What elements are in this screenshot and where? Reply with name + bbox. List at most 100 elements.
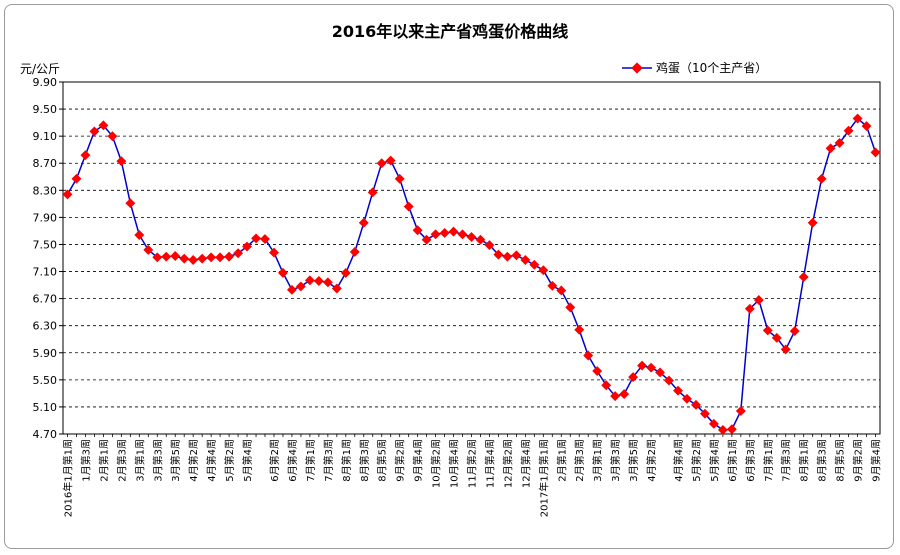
data-point	[807, 217, 818, 228]
legend: 鸡蛋（10个主产省）	[622, 60, 767, 75]
data-point	[762, 325, 773, 336]
legend-label: 鸡蛋（10个主产省）	[656, 60, 767, 75]
y-tick-label: 8.70	[33, 157, 58, 170]
data-point	[466, 232, 477, 242]
x-tick-label: 11月第4周	[483, 439, 496, 488]
x-tick-label: 4月第2周	[187, 439, 200, 482]
y-tick-labels: 9.90 9.50 9.10 8.70 8.30 7.90 7.50 7.10 6.70 6.30…	[33, 76, 58, 441]
x-tick-label: 4月第4周	[672, 439, 685, 482]
data-point	[286, 284, 297, 295]
data-point	[574, 324, 585, 335]
data-point	[565, 302, 576, 313]
data-point	[708, 418, 719, 429]
x-tick-label: 7月第3周	[322, 439, 335, 482]
data-point	[520, 255, 531, 265]
data-point	[601, 380, 612, 391]
x-tick-label: 2月第3周	[115, 439, 128, 482]
data-point	[367, 187, 378, 198]
chart-title: 2016年以来主产省鸡蛋价格曲线	[332, 22, 569, 41]
data-point	[62, 189, 73, 200]
x-tick-label: 5月第4周	[708, 439, 721, 482]
y-tick-label: 7.90	[33, 211, 58, 224]
x-tick-label: 2016年1月第1周	[61, 439, 74, 517]
data-point	[313, 276, 324, 286]
data-point	[206, 252, 217, 263]
y-tick-label: 9.10	[33, 130, 58, 143]
x-tick-label: 7月第1周	[304, 439, 317, 482]
data-point	[71, 173, 82, 184]
x-tick-label: 4月第4周	[205, 439, 218, 482]
x-tick-label: 8月第3周	[358, 439, 371, 482]
data-point	[448, 226, 459, 237]
x-tick-label: 5月第4周	[241, 439, 254, 482]
x-tick-label: 4月第2周	[645, 439, 658, 482]
data-point	[691, 399, 701, 410]
x-tick-label: 2月第1周	[97, 439, 110, 482]
data-point	[295, 281, 306, 292]
y-tick-label: 5.10	[33, 401, 58, 414]
data-point	[412, 225, 423, 236]
data-point	[215, 252, 226, 263]
x-tick-label: 1月第3周	[79, 439, 92, 482]
x-tick-label: 9月第2周	[852, 439, 865, 482]
data-point	[789, 326, 800, 337]
x-tick-label: 11月第2周	[466, 439, 479, 488]
y-tick-label: 5.50	[33, 374, 58, 387]
x-tick-label: 8月第1周	[798, 439, 811, 482]
data-point	[699, 408, 710, 419]
x-tick-label: 7月第3周	[780, 439, 793, 482]
data-point	[98, 120, 109, 131]
y-axis-label: 元/公斤	[20, 62, 60, 76]
data-point	[134, 230, 145, 240]
y-tick-label: 7.50	[33, 238, 58, 251]
x-tick-label: 6月第1周	[726, 439, 739, 482]
data-point	[457, 229, 468, 240]
data-point	[682, 393, 692, 404]
data-point	[816, 173, 827, 184]
x-tick-label: 2月第3周	[573, 439, 586, 482]
x-tick-label: 10月第4周	[448, 439, 461, 488]
data-point	[188, 255, 199, 265]
data-point	[664, 375, 674, 386]
y-tick-label: 9.90	[33, 76, 58, 89]
data-point	[843, 125, 854, 136]
x-tick-label: 2月第1周	[555, 439, 568, 482]
data-point	[304, 275, 315, 286]
x-tick-label: 9月第4周	[870, 439, 883, 482]
data-point	[502, 251, 513, 262]
data-point	[116, 156, 127, 167]
x-tick-label: 5月第2周	[690, 439, 703, 482]
data-point	[278, 267, 288, 278]
data-point	[322, 277, 333, 288]
x-tick-label: 8月第5周	[834, 439, 847, 482]
data-point	[538, 265, 549, 276]
y-tick-label: 5.90	[33, 347, 58, 360]
data-point	[125, 198, 136, 209]
data-point	[107, 131, 118, 142]
data-point	[143, 244, 154, 255]
data-point	[798, 272, 809, 282]
x-tick-label: 8月第1周	[340, 439, 353, 482]
x-tick-label: 3月第3周	[609, 439, 622, 482]
grid-lines	[63, 108, 880, 408]
series-line	[66, 117, 877, 431]
x-tick-label: 2017年1月第1周	[537, 439, 550, 517]
data-point	[439, 227, 450, 238]
data-point	[583, 350, 594, 361]
data-point	[358, 217, 369, 228]
data-point	[619, 389, 630, 400]
data-point	[349, 246, 360, 257]
y-tick-label: 6.30	[33, 320, 58, 333]
data-point	[771, 332, 782, 343]
x-tick-label: 8月第5周	[376, 439, 389, 482]
data-point	[224, 251, 235, 262]
data-point	[475, 234, 486, 245]
axes	[59, 81, 881, 437]
data-point	[421, 234, 432, 245]
x-tick-label: 6月第3周	[744, 439, 757, 482]
chart-frame	[4, 4, 894, 549]
x-tick-label: 3月第5周	[169, 439, 182, 482]
y-tick-label: 9.50	[33, 103, 58, 116]
y-tick-label: 6.70	[33, 293, 58, 306]
x-tick-label: 6月第4周	[286, 439, 299, 482]
